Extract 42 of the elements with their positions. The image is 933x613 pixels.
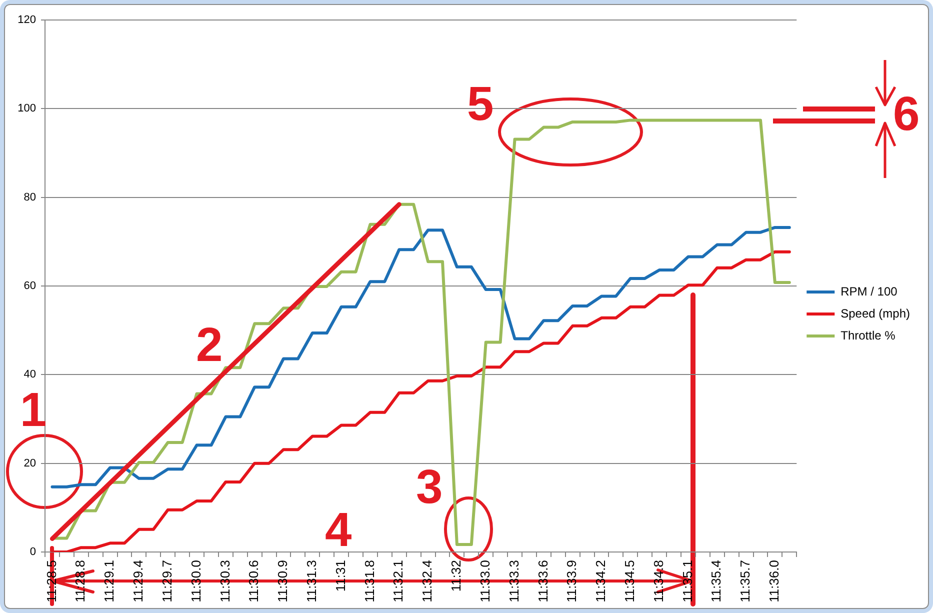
x-tick-label: 11:33.9: [564, 560, 580, 602]
x-tick-label: 11:29.7: [159, 560, 174, 602]
x-tick-label: 11:35.1: [680, 560, 695, 602]
x-tick-label: 11:35.4: [708, 560, 724, 602]
y-tick-label: 120: [18, 14, 36, 26]
x-tick-label: 11:33.0: [477, 560, 492, 602]
x-tick-label: 11:31.3: [304, 560, 319, 602]
annotation: 4: [325, 504, 352, 557]
x-tick-label: 11:32.4: [420, 560, 435, 602]
x-tick-label: 11:30.0: [188, 560, 204, 602]
x-tick-label: 11:28.5: [44, 560, 59, 602]
x-tick-label: 11:29.1: [102, 560, 117, 602]
annotation: 2: [196, 319, 223, 372]
legend-label: RPM / 100: [840, 284, 898, 298]
x-tick-label: 11:31.8: [362, 560, 377, 602]
x-tick-label: 11:30.6: [246, 560, 262, 602]
legend-label: Throttle %: [840, 328, 896, 342]
y-tick-label: 60: [24, 280, 36, 292]
x-tick-label: 11:36.0: [766, 560, 782, 602]
x-tick-label: 11:35.7: [738, 560, 753, 602]
y-tick-label: 40: [24, 368, 36, 381]
x-tick-label: 11:33.6: [535, 560, 550, 602]
text: 6: [893, 88, 920, 141]
x-tick-label: 11:29.4: [130, 560, 146, 602]
x-tick-label: 11:28.8: [72, 560, 88, 602]
y-tick-label: 100: [18, 102, 36, 115]
x-tick-label: 11:30.9: [275, 560, 290, 602]
x-tick-label: 11:34.5: [622, 560, 637, 602]
y-tick-label: 20: [24, 457, 36, 470]
x-tick-label: 11:31: [332, 560, 348, 592]
annotation: 3: [416, 461, 443, 514]
x-tick-label: 11:34.8: [650, 560, 666, 602]
x-tick-label: 11:33.3: [506, 560, 522, 602]
legend-label: Speed (mph): [840, 306, 910, 320]
x-tick-label: 11:32.1: [390, 560, 406, 602]
x-tick-label: 11:34.2: [593, 560, 608, 602]
annotation: 1: [20, 384, 47, 437]
x-tick-label: 11:30.3: [217, 560, 232, 602]
annotation: 5: [467, 78, 494, 131]
y-tick-label: 80: [24, 191, 36, 204]
y-tick-label: 0: [30, 546, 36, 558]
x-tick-label: 11:32: [448, 560, 464, 592]
